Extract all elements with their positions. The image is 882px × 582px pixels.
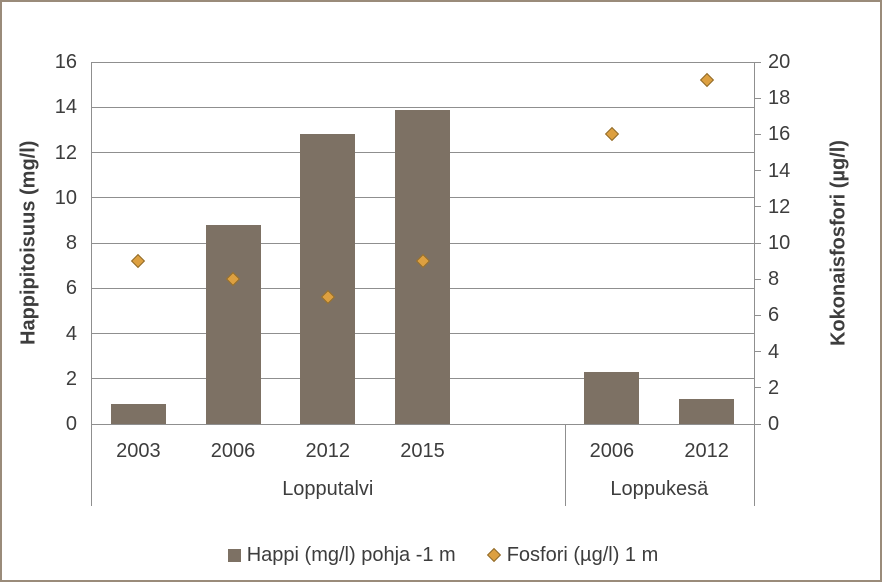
right-axis-tickmark — [754, 314, 761, 316]
happi-bar — [584, 371, 640, 424]
category-label: 2006 — [210, 440, 256, 462]
right-axis-tick-label: 10 — [768, 232, 791, 254]
happi-bar — [205, 224, 261, 424]
left-axis-tick-label: 0 — [65, 413, 77, 435]
left-axis-tick-label: 4 — [65, 322, 77, 345]
right-axis-tick-label: 14 — [768, 159, 791, 182]
right-axis-tick-label: 12 — [768, 195, 791, 218]
right-axis-tick-label: 2 — [768, 376, 780, 399]
right-axis-tick-label: 20 — [768, 51, 791, 73]
right-axis-tickmark — [754, 133, 761, 135]
happi-bar — [110, 403, 166, 424]
legend-label-fosfori: Fosfori (µg/l) 1 m — [506, 543, 659, 566]
left-axis-tick-label: 12 — [54, 141, 77, 164]
fosfori-point — [699, 73, 714, 88]
happi-bar — [300, 134, 356, 424]
right-axis-tick-label: 0 — [768, 413, 780, 435]
legend-item-happi: Happi (mg/l) pohja -1 m — [227, 543, 456, 567]
left-axis-tick-label: 6 — [65, 277, 77, 300]
category-label: 2012 — [305, 440, 351, 462]
left-axis-tick-label: 14 — [54, 96, 77, 119]
category-label: 2003 — [116, 440, 161, 462]
left-axis-tick-label: 16 — [54, 51, 77, 73]
category-label: 2012 — [684, 440, 729, 462]
group-divider — [564, 424, 566, 506]
fosfori-point — [131, 254, 146, 269]
fosfori-point — [604, 127, 619, 142]
legend-item-fosfori: Fosfori (µg/l) 1 m — [486, 543, 659, 567]
right-axis-tickmark — [754, 242, 761, 244]
legend-label-happi: Happi (mg/l) pohja -1 m — [246, 543, 456, 566]
right-axis-tick-label: 4 — [768, 340, 780, 363]
plot-left-border — [91, 62, 92, 506]
right-axis-tickmark — [754, 206, 761, 208]
right-axis-tickmark — [754, 423, 761, 425]
gridline — [91, 423, 754, 425]
legend: Happi (mg/l) pohja -1 m Fosfori (µg/l) 1… — [2, 540, 880, 570]
category-label: 2006 — [589, 440, 635, 462]
right-axis-tickmark — [754, 387, 761, 389]
gridline — [91, 106, 754, 108]
right-axis-tickmark — [754, 170, 761, 172]
right-axis-tick-label: 6 — [768, 304, 780, 327]
right-axis-tick-label: 8 — [768, 268, 780, 291]
category-label: 2015 — [400, 440, 445, 462]
bar-series-swatch-icon — [227, 548, 241, 562]
right-axis-tickmark — [754, 351, 761, 353]
group-label: Lopputalvi — [282, 478, 374, 500]
gridline — [91, 61, 754, 63]
left-axis-tick-label: 10 — [54, 186, 77, 209]
left-axis-tick-label: 8 — [65, 232, 77, 254]
right-axis-tickmark — [754, 61, 761, 63]
right-axis-tick-label: 16 — [768, 123, 791, 146]
happi-bar — [679, 399, 735, 424]
right-axis-tick-label: 18 — [768, 87, 791, 110]
group-label: Loppukesä — [610, 478, 709, 500]
right-axis-tickmark — [754, 278, 761, 280]
right-axis-title: Kokonaisfosfori (µg/l) — [827, 140, 850, 346]
left-axis-tick-label: 2 — [65, 367, 77, 390]
right-axis-tickmark — [754, 97, 761, 99]
diamond-series-swatch-icon — [486, 547, 501, 563]
plot-right-border — [754, 62, 755, 506]
